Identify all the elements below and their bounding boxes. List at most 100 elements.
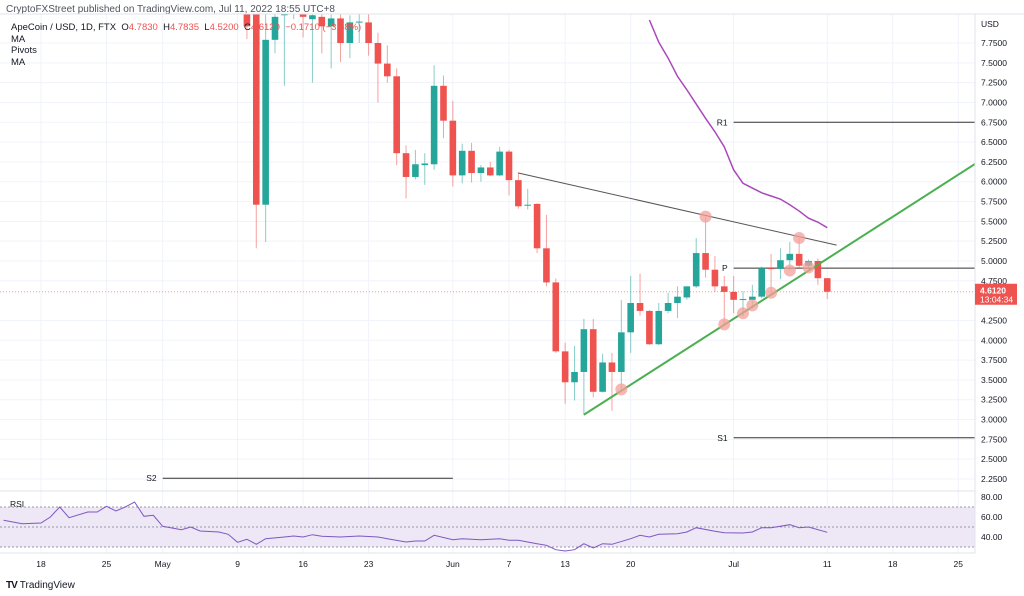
candle[interactable] (421, 153, 429, 185)
candle[interactable] (730, 276, 737, 314)
y-tick-label: 6.7500 (981, 117, 1007, 127)
candle[interactable] (271, 0, 279, 54)
candle[interactable] (243, 0, 251, 40)
candle-body (608, 362, 616, 372)
candle-body (823, 278, 831, 292)
pivot-label-r1: R1 (717, 117, 728, 127)
support-trendline[interactable] (583, 162, 977, 416)
candle-body (786, 253, 794, 261)
y-tick-label: 3.0000 (981, 415, 1007, 425)
candle[interactable] (618, 299, 625, 392)
candle-body (299, 14, 307, 17)
candle[interactable] (692, 238, 700, 288)
candle[interactable] (655, 303, 663, 346)
candle-body (477, 167, 485, 174)
candle[interactable] (636, 273, 644, 316)
candle[interactable] (711, 256, 719, 292)
candle[interactable] (299, 0, 307, 38)
candle-body (374, 43, 382, 64)
candle[interactable] (468, 142, 475, 183)
candle[interactable] (720, 276, 728, 325)
touch-point-marker (802, 261, 815, 274)
candle[interactable] (365, 7, 372, 56)
candle-body (458, 150, 466, 176)
candle[interactable] (674, 286, 681, 319)
indicator-ma-2[interactable]: MA (11, 56, 26, 68)
candle[interactable] (571, 345, 578, 401)
x-tick-label: 7 (507, 559, 512, 569)
candle[interactable] (777, 248, 784, 280)
candle[interactable] (252, 0, 260, 249)
axes: 18 25 May 9 16 23 Jun 7 13 20 Jul 11 18 25 7.7500 7.500… (0, 13, 1024, 569)
x-tick-label: 13 (560, 559, 570, 569)
last-price-value: 4.6120 (980, 286, 1006, 296)
main-pane: R1 P S1 S2 (0, 0, 977, 483)
candle-body (674, 296, 681, 304)
candle[interactable] (477, 165, 485, 182)
symbol-legend[interactable]: ApeCoin / USD, 1D, FTX O4.7830 H4.7835 L… (11, 22, 361, 34)
candle[interactable] (262, 0, 269, 242)
candle[interactable] (515, 172, 522, 209)
candle[interactable] (412, 150, 419, 180)
candle[interactable] (814, 258, 822, 285)
candle[interactable] (664, 292, 672, 314)
candle[interactable] (589, 318, 597, 398)
candle[interactable] (402, 145, 410, 199)
candle[interactable] (683, 286, 691, 300)
candle[interactable] (281, 0, 288, 86)
symbol-name: ApeCoin / USD, 1D, FTX (11, 22, 117, 33)
y-tick-label: 5.2500 (981, 236, 1007, 246)
candle[interactable] (458, 143, 466, 184)
tradingview-logo-icon: TV (6, 580, 18, 591)
candle[interactable] (440, 75, 447, 139)
candle[interactable] (355, 7, 363, 43)
candle-body (318, 16, 326, 27)
candle[interactable] (337, 7, 344, 63)
candle-body (309, 15, 316, 20)
candle-body (346, 22, 354, 43)
candle[interactable] (599, 353, 606, 393)
candle[interactable] (449, 100, 457, 187)
x-tick-label: Jul (728, 559, 739, 569)
y-tick-label: 7.7500 (981, 38, 1007, 48)
candle[interactable] (309, 0, 316, 83)
y-tick-label: 6.2500 (981, 157, 1007, 167)
y-tick-label: 7.5000 (981, 58, 1007, 68)
candle[interactable] (384, 45, 391, 83)
x-tick-label: Jun (446, 559, 460, 569)
pivot-label-s2: S2 (146, 473, 157, 483)
resistance-trendline[interactable] (518, 172, 837, 246)
candle[interactable] (374, 32, 382, 103)
candle[interactable] (496, 146, 503, 177)
candle[interactable] (346, 15, 354, 59)
candle[interactable] (543, 215, 550, 287)
candle[interactable] (393, 68, 400, 166)
candle-body (758, 268, 766, 297)
indicator-ma-1[interactable]: MA (11, 33, 26, 45)
candle[interactable] (580, 318, 588, 415)
x-tick-label: 25 (954, 559, 964, 569)
indicator-pivots[interactable]: Pivots (11, 45, 37, 56)
candle[interactable] (533, 203, 541, 254)
candle[interactable] (758, 266, 766, 299)
candle-body (777, 260, 784, 269)
candle[interactable] (552, 278, 560, 353)
candle[interactable] (561, 342, 569, 404)
candle[interactable] (505, 150, 513, 196)
candle-body (552, 282, 560, 352)
candle[interactable] (627, 276, 634, 353)
candle-body (702, 253, 709, 270)
candle[interactable] (290, 0, 297, 20)
candle[interactable] (430, 65, 438, 170)
candle[interactable] (524, 188, 532, 210)
candle-body (627, 303, 634, 333)
candle-body (412, 164, 419, 177)
candle[interactable] (646, 310, 653, 346)
candle[interactable] (823, 278, 831, 300)
candle[interactable] (486, 161, 494, 177)
candle[interactable] (318, 0, 326, 54)
candle[interactable] (327, 7, 335, 69)
candle[interactable] (702, 216, 709, 278)
candle[interactable] (608, 352, 616, 411)
